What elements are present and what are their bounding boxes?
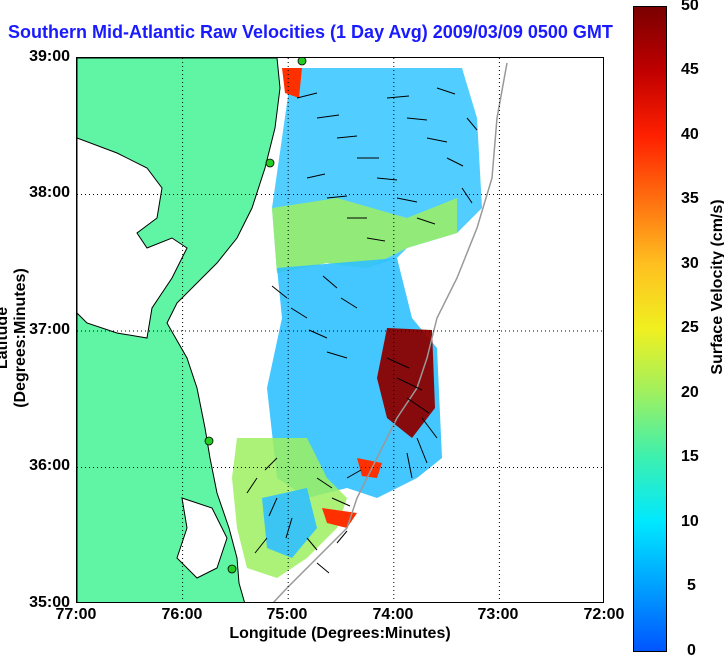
colorbar-tick-5: 5	[687, 577, 696, 594]
colorbar-tick-30: 30	[681, 255, 699, 272]
xtick-5: 72:00	[583, 606, 625, 623]
xtick-2: 75:00	[266, 606, 308, 623]
bathymetry-contour	[272, 62, 508, 602]
ytick-2: 37:00	[29, 321, 70, 338]
colorbar-tick-25: 25	[681, 319, 699, 336]
grid-lines	[77, 58, 603, 602]
field-hotspot	[377, 328, 435, 438]
ytick-4: 35:00	[29, 594, 70, 611]
xtick-4: 73:00	[477, 606, 519, 623]
velocity-vectors	[246, 87, 478, 574]
field-south-cyan	[262, 488, 317, 558]
field-north-green	[272, 198, 457, 273]
x-axis-label: Longitude (Degrees:Minutes)	[229, 625, 451, 642]
chesapeake-bay	[77, 137, 188, 339]
field-mid	[267, 258, 442, 498]
map-title: Southern Mid-Atlantic Raw Velocities (1 …	[8, 22, 613, 42]
pamlico-sound	[176, 497, 228, 579]
colorbar-tick-35: 35	[681, 190, 699, 207]
colorbar-label: Surface Velocity (cm/s)	[709, 199, 724, 375]
colorbar-tick-50: 50	[681, 0, 699, 14]
ytick-1: 38:00	[29, 184, 70, 201]
map-plot-area	[76, 57, 604, 603]
colorbar-tick-20: 20	[681, 384, 699, 401]
xtick-1: 76:00	[161, 606, 203, 623]
colorbar-tick-10: 10	[681, 513, 699, 530]
xtick-0: 77:00	[55, 606, 97, 623]
colorbar-tick-0: 0	[687, 642, 696, 659]
ytick-3: 36:00	[29, 457, 70, 474]
xtick-3: 74:00	[372, 606, 414, 623]
colorbar-tick-15: 15	[681, 448, 699, 465]
map-canvas	[77, 58, 603, 602]
hf-radar-stations	[204, 58, 307, 574]
colorbar-tick-45: 45	[681, 61, 699, 78]
ytick-0: 39:00	[29, 48, 70, 65]
colorbar	[633, 6, 667, 652]
y-axis-label: Latitude (Degrees:Minutes)	[0, 268, 29, 408]
field-west-red	[282, 68, 302, 98]
colorbar-tick-40: 40	[681, 126, 699, 143]
